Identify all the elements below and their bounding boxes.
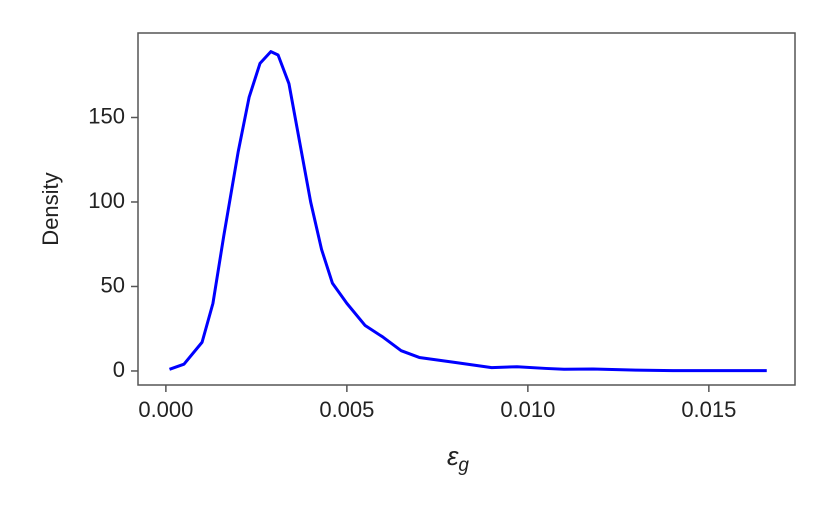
- plot-frame: [137, 32, 796, 386]
- y-tick-label: 100: [88, 188, 125, 213]
- y-tick-label: 150: [88, 103, 125, 128]
- x-axis-label: εg: [447, 441, 469, 476]
- x-tick-label: 0.010: [500, 397, 555, 422]
- y-tick-label: 50: [101, 272, 125, 297]
- y-axis-label: Density: [38, 172, 63, 245]
- x-axis-symbol: ε: [447, 441, 459, 471]
- x-axis-subscript: g: [458, 455, 469, 476]
- y-tick-label: 0: [113, 357, 125, 382]
- x-tick-label: 0.000: [138, 397, 193, 422]
- x-tick-label: 0.005: [319, 397, 374, 422]
- x-tick-label: 0.015: [681, 397, 736, 422]
- data-line: [168, 50, 767, 373]
